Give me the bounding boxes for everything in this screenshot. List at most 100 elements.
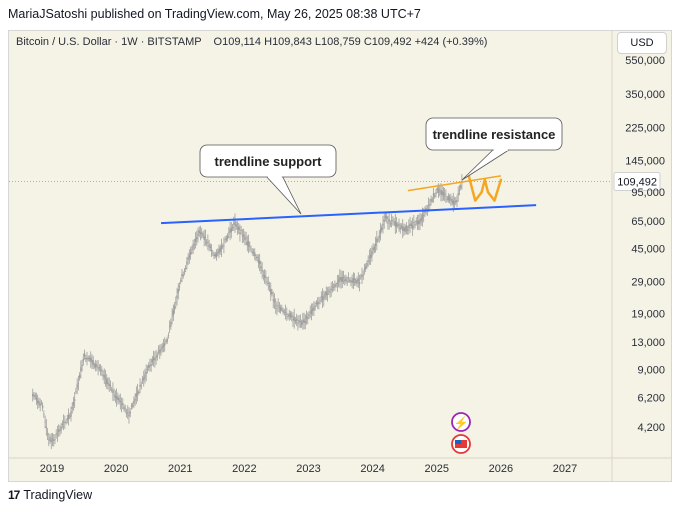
candle-body: [130, 405, 133, 407]
candle-body: [201, 232, 203, 234]
candle-body: [392, 220, 394, 222]
candle-body: [344, 279, 346, 282]
candle-body: [242, 234, 245, 237]
candle-body: [411, 225, 414, 229]
candle-body: [378, 235, 380, 238]
candle-body: [376, 238, 378, 243]
candle-body: [268, 286, 271, 288]
candle-body: [101, 370, 103, 372]
candle-body: [249, 246, 251, 248]
candle-body: [267, 282, 269, 284]
candle-body: [291, 315, 293, 318]
candle-body: [431, 199, 434, 201]
candle-body: [97, 367, 99, 369]
candle-body: [83, 353, 86, 357]
candle-body: [246, 241, 249, 246]
candle-body: [319, 300, 321, 302]
candle-body: [70, 411, 72, 417]
candle-body: [108, 383, 110, 386]
candle-body: [441, 190, 443, 196]
candle-body: [429, 204, 431, 206]
candle-body: [451, 198, 453, 203]
candle-body: [205, 242, 208, 244]
candle-body: [348, 279, 351, 281]
x-tick-label: 2022: [232, 463, 256, 475]
candle-body: [307, 317, 309, 319]
candle-body: [373, 246, 376, 251]
candle-body: [335, 284, 337, 286]
candle-body: [336, 282, 339, 285]
candle-body: [143, 377, 145, 380]
candle-body: [324, 293, 326, 299]
candle-body: [218, 249, 220, 254]
candle-body: [310, 309, 313, 315]
candle-body: [241, 235, 244, 237]
candle-body: [439, 190, 441, 192]
high-value: 109,843: [272, 36, 312, 48]
candle-body: [345, 277, 347, 282]
candle-body: [229, 229, 231, 233]
candle-body: [110, 389, 113, 391]
candle-body: [398, 223, 400, 227]
candle-body: [258, 260, 261, 265]
candle-body: [427, 204, 430, 206]
candle-body: [374, 243, 377, 247]
candle-body: [366, 262, 368, 267]
candle-body: [188, 255, 191, 258]
candle-body: [368, 256, 371, 258]
candle-body: [43, 413, 45, 415]
candle-body: [346, 280, 348, 282]
candle-body: [445, 196, 447, 197]
candle-body: [250, 248, 252, 250]
candle-body: [311, 308, 314, 311]
currency-button[interactable]: USD: [617, 32, 667, 54]
candle-body: [85, 358, 87, 360]
candle-body: [314, 305, 316, 307]
candle-body: [405, 225, 408, 231]
close-value: 109,492: [371, 36, 412, 48]
y-tick-label: 95,000: [631, 187, 665, 199]
candle-body: [219, 247, 221, 252]
candle-body: [82, 358, 85, 361]
candle-body: [181, 274, 183, 277]
symbol-legend: Bitcoin / U.S. Dollar · 1W · BITSTAMP O1…: [16, 36, 487, 48]
candle-body: [402, 226, 404, 231]
candle-body: [262, 275, 265, 276]
candle-body: [78, 374, 81, 379]
callout-pointer: [461, 149, 510, 181]
candle-body: [93, 365, 96, 367]
candle-body: [235, 224, 237, 227]
candle-body: [210, 249, 213, 252]
candle-body: [323, 298, 325, 300]
candle-body: [418, 220, 420, 225]
candle-body: [361, 274, 363, 278]
candle-body: [276, 308, 278, 310]
candle-body: [452, 200, 454, 205]
candle-body: [41, 405, 44, 409]
candle-body: [141, 379, 144, 381]
candle-body: [357, 278, 360, 282]
candle-body: [456, 200, 458, 203]
candle-body: [325, 291, 327, 296]
candle-body: [123, 406, 125, 409]
candle-body: [36, 400, 39, 404]
candle-body: [187, 257, 189, 261]
candle-body: [320, 296, 323, 298]
candle-body: [305, 316, 308, 320]
candle-body: [134, 398, 136, 401]
footer-brand: 17 TradingView: [8, 488, 92, 502]
candle-body: [50, 440, 52, 442]
candle-body: [51, 438, 54, 441]
grid: [9, 31, 671, 481]
symbol-name: Bitcoin / U.S. Dollar · 1W · BITSTAMP: [16, 36, 202, 48]
candle-body: [415, 220, 417, 222]
candle-body: [284, 311, 287, 313]
candle-body: [287, 315, 289, 317]
candle-body: [403, 228, 405, 232]
candle-body: [33, 395, 35, 397]
candle-body: [170, 321, 172, 327]
candle-body: [239, 232, 241, 235]
candle-body: [198, 230, 200, 234]
candle-body: [360, 276, 362, 278]
